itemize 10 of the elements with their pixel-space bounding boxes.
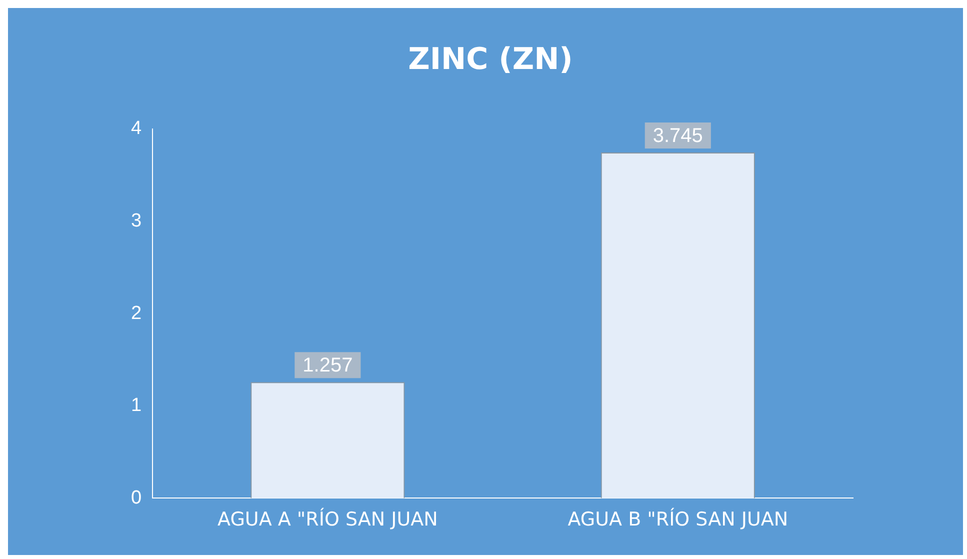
y-tick-label: 3 xyxy=(130,210,142,232)
x-tick-label: AGUA A "RÍO SAN JUAN xyxy=(218,508,438,531)
y-tick-label: 0 xyxy=(130,487,142,508)
data-label: 3.745 xyxy=(652,125,703,148)
y-tick-label: 4 xyxy=(130,118,142,140)
y-tick-label: 1 xyxy=(130,395,142,416)
y-tick-label: 2 xyxy=(130,302,142,324)
x-tick-label: AGUA B "RÍO SAN JUAN xyxy=(568,508,788,531)
chart-title: ZINC (ZN) xyxy=(408,42,573,77)
data-label: 1.257 xyxy=(302,354,353,377)
